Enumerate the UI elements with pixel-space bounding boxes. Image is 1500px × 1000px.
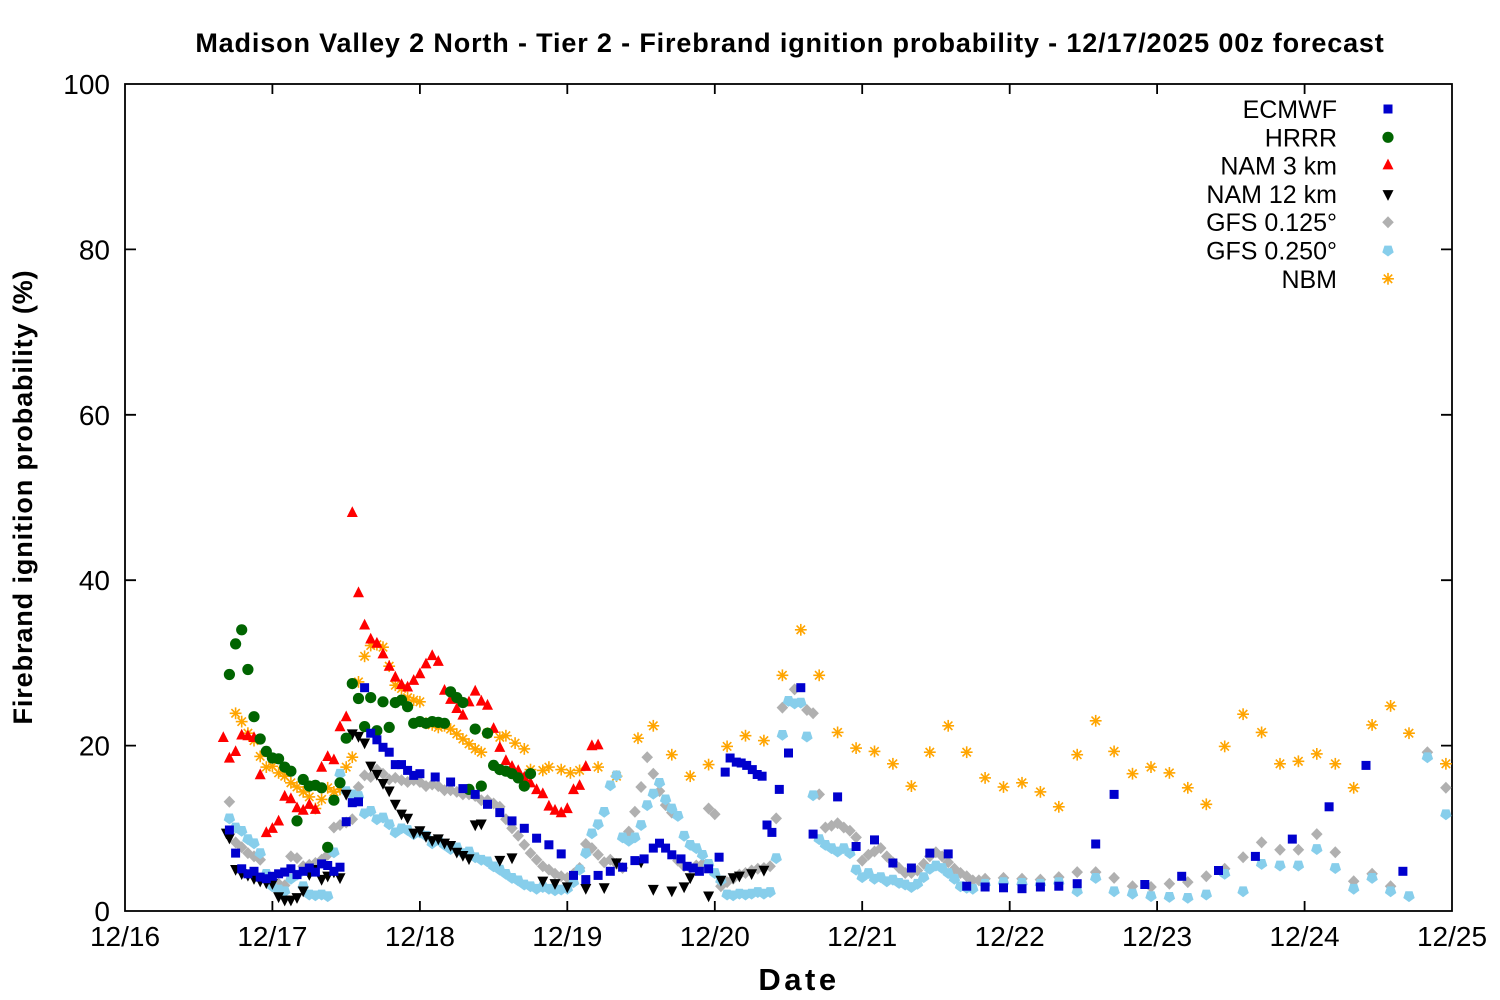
svg-text:12/19: 12/19 [532,921,602,952]
svg-text:NBM: NBM [1281,266,1337,294]
svg-text:12/20: 12/20 [680,921,750,952]
svg-text:Firebrand ignition probability: Firebrand ignition probability (%) [8,269,38,724]
svg-text:GFS 0.250°: GFS 0.250° [1206,238,1337,266]
svg-text:ECMWF: ECMWF [1243,96,1337,124]
svg-text:12/25: 12/25 [1417,921,1487,952]
svg-text:NAM 12 km: NAM 12 km [1206,181,1337,209]
svg-text:12/21: 12/21 [827,921,897,952]
svg-text:12/22: 12/22 [975,921,1045,952]
svg-text:80: 80 [79,234,110,265]
svg-text:60: 60 [79,400,110,431]
svg-text:HRRR: HRRR [1265,124,1337,152]
svg-text:GFS 0.125°: GFS 0.125° [1206,209,1337,237]
svg-text:12/16: 12/16 [90,921,160,952]
svg-text:12/23: 12/23 [1122,921,1192,952]
svg-text:100: 100 [63,69,110,100]
svg-text:NAM 3 km: NAM 3 km [1220,153,1337,181]
svg-text:Madison Valley 2 North - Tier: Madison Valley 2 North - Tier 2 - Firebr… [195,28,1384,58]
svg-text:40: 40 [79,565,110,596]
svg-text:20: 20 [79,731,110,762]
svg-text:12/17: 12/17 [237,921,307,952]
svg-text:12/24: 12/24 [1270,921,1340,952]
svg-text:12/18: 12/18 [385,921,455,952]
svg-text:0: 0 [94,896,110,927]
svg-text:Date: Date [758,962,839,997]
